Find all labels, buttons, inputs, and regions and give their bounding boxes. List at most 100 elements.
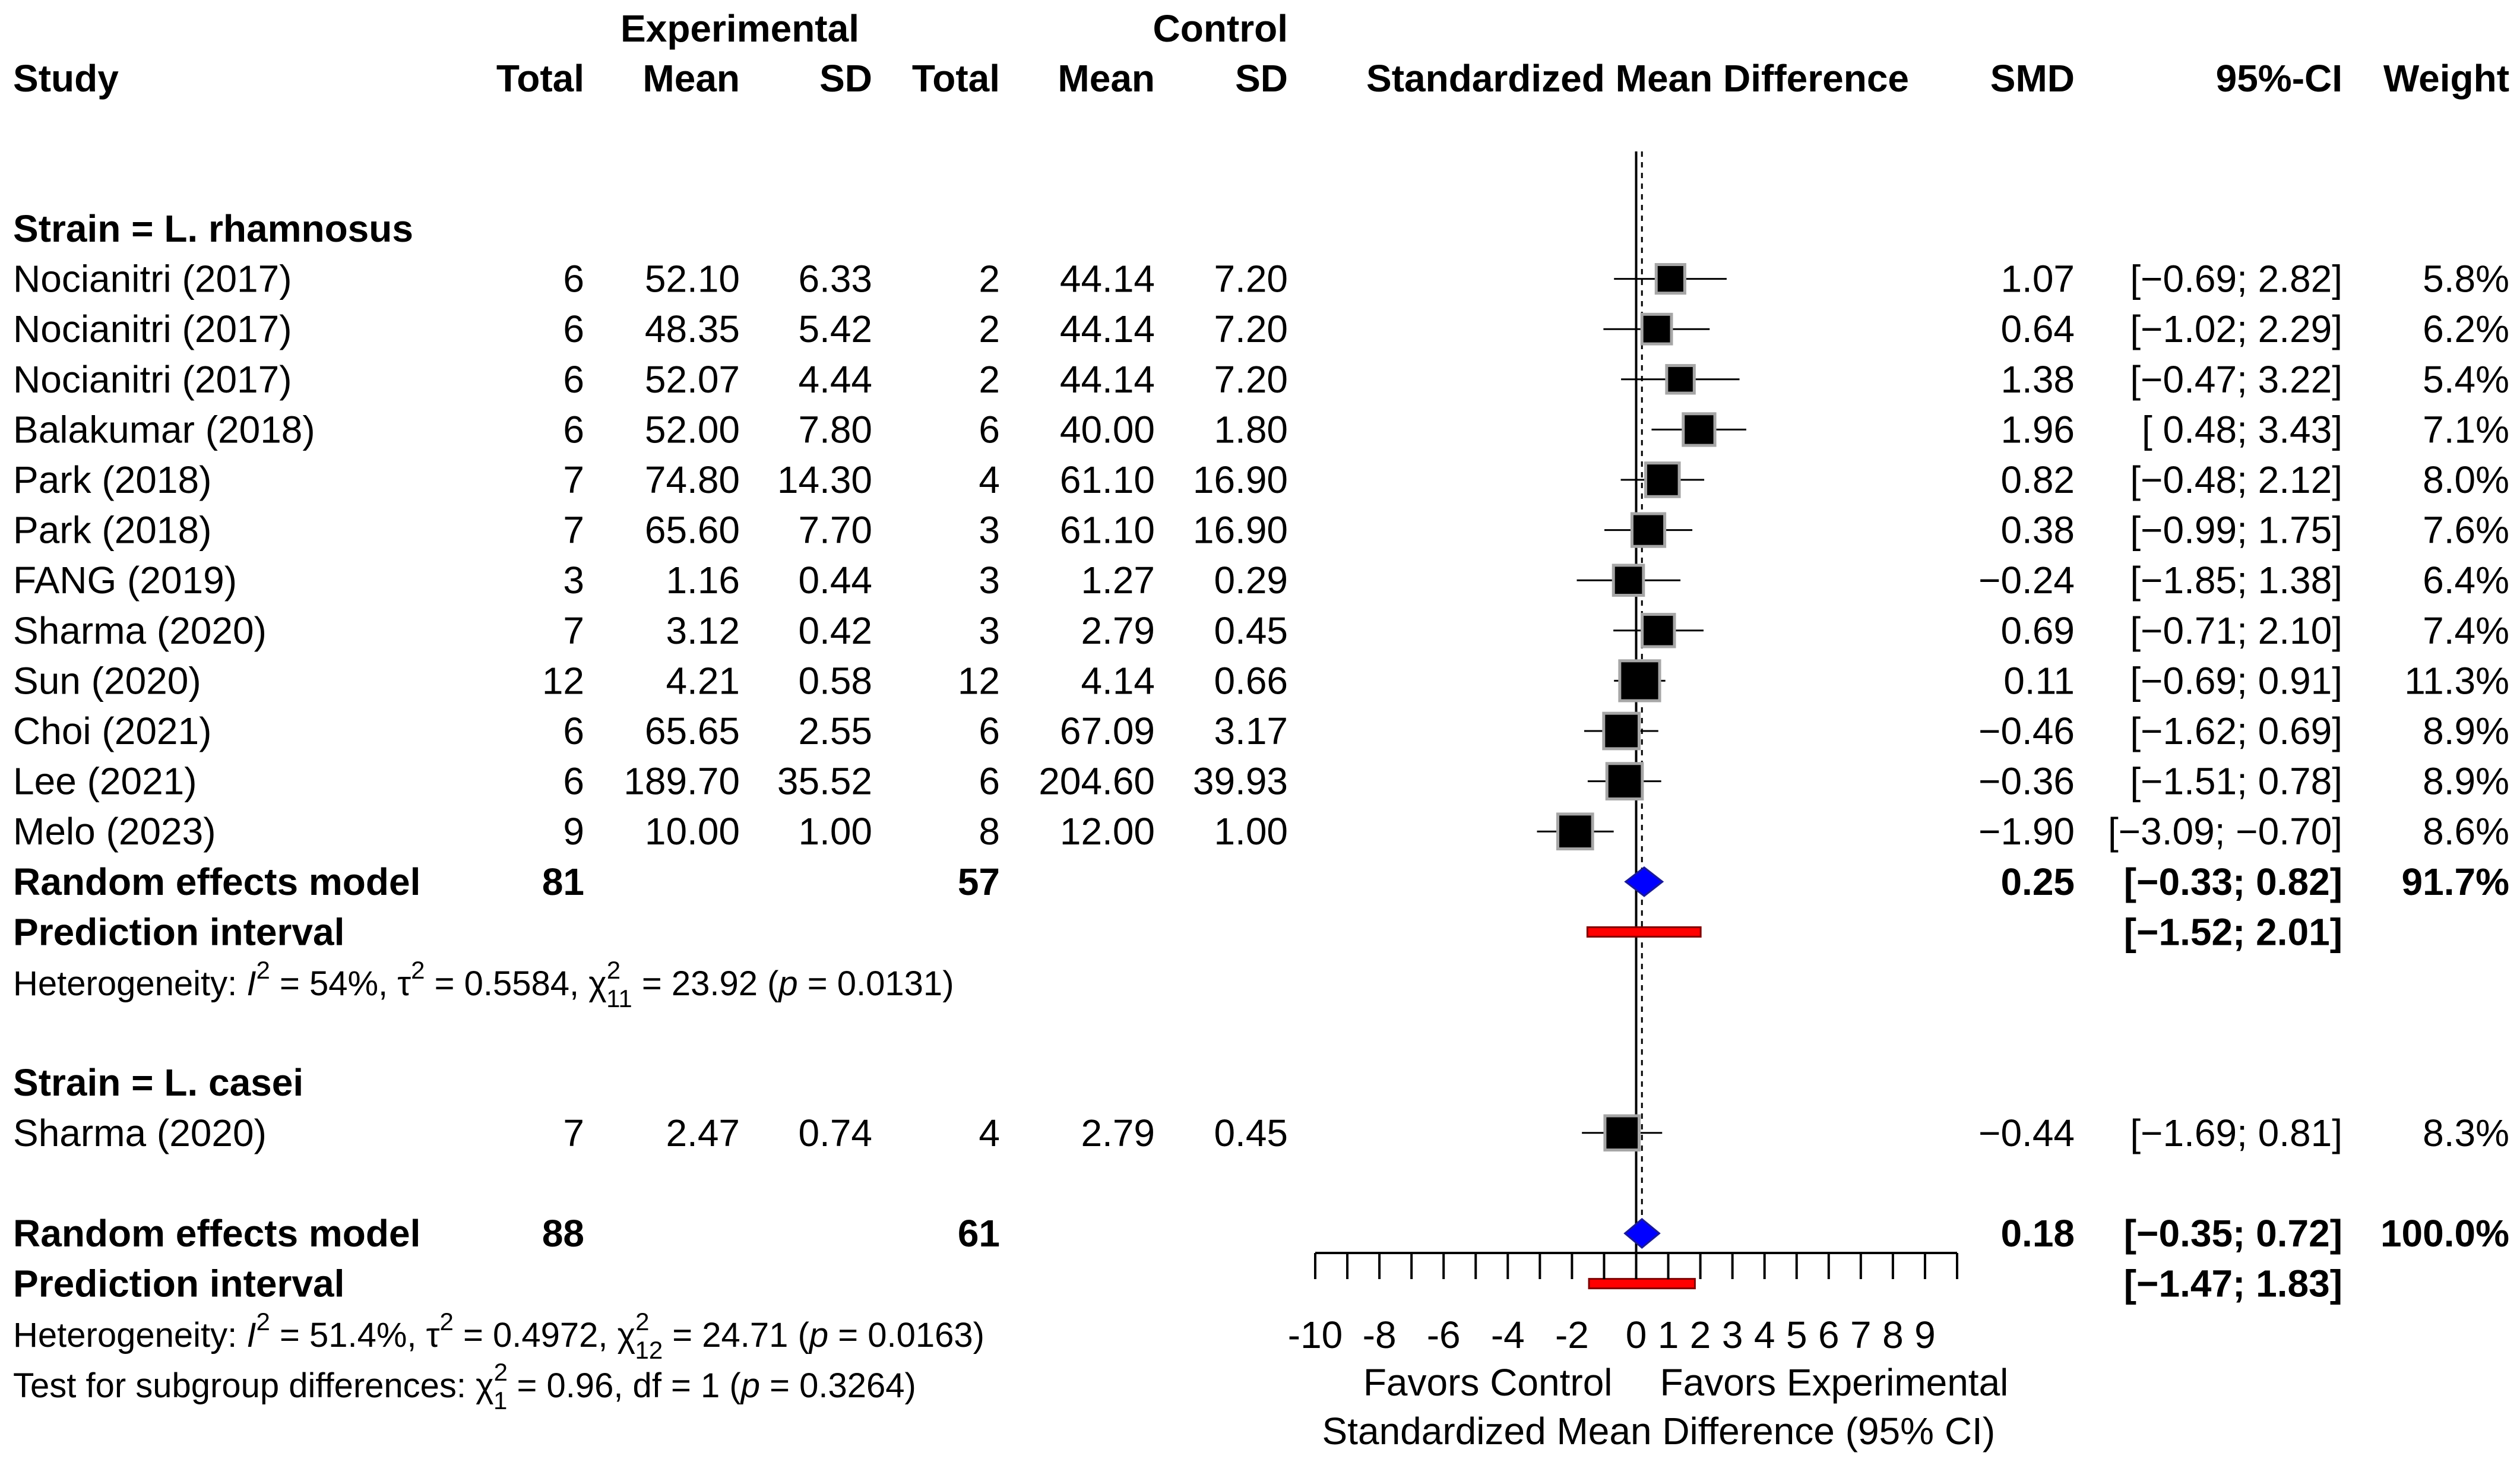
ctrl-mean: 61.10: [1060, 509, 1155, 552]
exp-mean: 52.07: [645, 358, 740, 401]
het-tau-lbl: , τ: [407, 1316, 439, 1355]
ctrl-total: 6: [979, 408, 1000, 451]
exp-total-header: Total: [496, 57, 584, 100]
weight-value: 8.9%: [2423, 760, 2509, 803]
het-chi-sup: 2: [607, 956, 620, 984]
ctrl-sd-header: SD: [1235, 57, 1288, 100]
study-square: [1654, 263, 1686, 295]
weight-value: 5.8%: [2423, 258, 2509, 300]
exp-total: 3: [563, 559, 584, 602]
het-eq4: =: [798, 964, 837, 1003]
exp-sd: 14.30: [777, 458, 872, 501]
het-p-open: (: [758, 964, 778, 1003]
smd-value: 0.38: [2000, 509, 2075, 552]
model-label: Random effects model: [13, 1212, 420, 1255]
sg-chi-df: 1: [493, 1387, 507, 1414]
ctrl-mean: 44.14: [1060, 358, 1155, 401]
ctrl-total: 2: [979, 358, 1000, 401]
weight-value: 7.1%: [2423, 408, 2509, 451]
plot-header: Standardized Mean Difference: [1366, 57, 1909, 100]
exp-mean: 2.47: [666, 1112, 740, 1154]
het-p-symbol: p: [777, 964, 797, 1003]
het-i-sup: 2: [256, 1308, 270, 1336]
het-eq2: =: [425, 964, 464, 1003]
exp-total: 6: [563, 358, 584, 401]
study-name: Sharma (2020): [13, 609, 267, 652]
exp-sd: 4.44: [798, 358, 872, 401]
model-weight: 91.7%: [2402, 860, 2509, 903]
study-square: [1641, 613, 1676, 648]
het-chi-df: 12: [635, 1336, 663, 1364]
exp-total: 7: [563, 609, 584, 652]
ci-value: [−1.51; 0.78]: [2130, 760, 2342, 803]
exp-mean: 74.80: [645, 458, 740, 501]
ctrl-mean: 61.10: [1060, 458, 1155, 501]
x-tick-label: 6: [1818, 1314, 1840, 1356]
exp-total: 12: [542, 659, 584, 702]
exp-total: 6: [563, 760, 584, 803]
het-p-open: (: [788, 1316, 809, 1355]
het-lead: Heterogeneity:: [13, 964, 246, 1003]
ctrl-total-header: Total: [912, 57, 1000, 100]
ci-value: [−1.62; 0.69]: [2130, 710, 2342, 752]
exp-mean: 189.70: [623, 760, 740, 803]
study-name: Melo (2023): [13, 810, 216, 853]
study-square: [1640, 312, 1673, 346]
weight-value: 8.9%: [2423, 710, 2509, 752]
het-tau2: 0.4972: [493, 1316, 598, 1355]
ci-header: 95%-CI: [2216, 57, 2342, 100]
ctrl-total: 8: [979, 810, 1000, 853]
het-i2: 51.4%: [309, 1316, 407, 1355]
exp-sd: 0.44: [798, 559, 872, 602]
ctrl-mean: 4.14: [1081, 659, 1155, 702]
exp-mean: 65.60: [645, 509, 740, 552]
study-square: [1644, 461, 1681, 498]
model-ctrl-total: 57: [958, 860, 1000, 903]
favors-experimental-label: Favors Experimental: [1660, 1361, 2009, 1404]
control-group-header: Control: [1153, 7, 1289, 50]
x-tick-label: -10: [1288, 1314, 1343, 1356]
het-eq4: =: [828, 1316, 868, 1355]
study-square: [1618, 659, 1661, 702]
study-square: [1602, 711, 1641, 751]
study-name: Nocianitri (2017): [13, 258, 292, 300]
sg-eq1: =: [507, 1366, 546, 1405]
sg-chi-lbl: χ: [476, 1366, 493, 1405]
ctrl-total: 4: [979, 458, 1000, 501]
ctrl-total: 2: [979, 258, 1000, 300]
weight-value: 6.2%: [2423, 308, 2509, 350]
ctrl-total: 2: [979, 308, 1000, 350]
study-name: Balakumar (2018): [13, 408, 315, 451]
sg-close: ): [905, 1366, 916, 1405]
exp-sd: 35.52: [777, 760, 872, 803]
x-tick-label: 0: [1626, 1314, 1647, 1356]
experimental-group-header: Experimental: [620, 7, 859, 50]
sg-df: 1: [701, 1366, 720, 1405]
study-header: Study: [13, 57, 119, 100]
exp-total: 9: [563, 810, 584, 853]
heterogeneity-text: Heterogeneity: I2 = 54%, τ2 = 0.5584, χ2…: [13, 956, 954, 1012]
het-chi-df: 11: [606, 985, 632, 1012]
ctrl-mean-header: Mean: [1058, 57, 1155, 100]
smd-value: 1.38: [2000, 358, 2075, 401]
het-chi-sup: 2: [635, 1308, 649, 1336]
x-tick-label: 4: [1754, 1314, 1775, 1356]
ctrl-mean: 1.27: [1081, 559, 1155, 602]
exp-sd: 5.42: [798, 308, 872, 350]
smd-value: 0.69: [2000, 609, 2075, 652]
ci-value: [−0.48; 2.12]: [2130, 458, 2342, 501]
study-name: FANG (2019): [13, 559, 237, 602]
exp-sd: 6.33: [798, 258, 872, 300]
ctrl-sd: 7.20: [1214, 258, 1288, 300]
sg-p-open: (: [720, 1366, 740, 1405]
study-name: Park (2018): [13, 458, 211, 501]
ctrl-sd: 0.66: [1214, 659, 1288, 702]
ctrl-mean: 44.14: [1060, 258, 1155, 300]
favors-control-label: Favors Control: [1363, 1361, 1613, 1404]
study-square: [1630, 512, 1667, 548]
model-weight: 100.0%: [2380, 1212, 2509, 1255]
sg-df-lbl: , df =: [613, 1366, 701, 1405]
model-exp-total: 81: [542, 860, 584, 903]
exp-total: 6: [563, 710, 584, 752]
smd-value: −1.90: [1978, 810, 2075, 853]
